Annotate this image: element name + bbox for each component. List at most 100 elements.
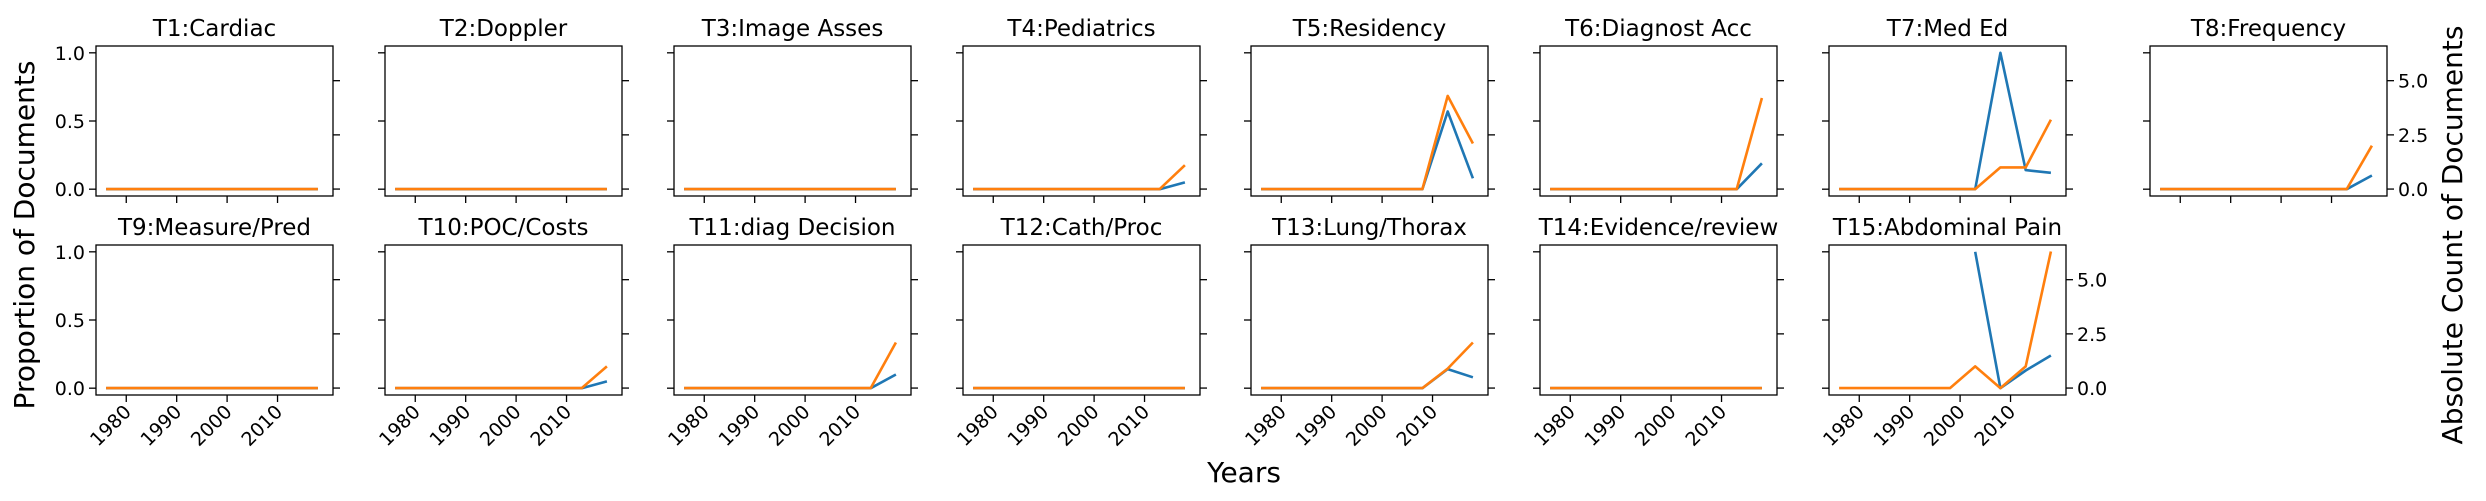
x-tick-label: 1990 bbox=[714, 401, 764, 451]
y-tick-label-left: 0.5 bbox=[55, 111, 85, 133]
count-series-line bbox=[395, 365, 608, 390]
y-tick-label-left: 0.0 bbox=[55, 378, 85, 400]
y-tick-label-right: 2.5 bbox=[2398, 125, 2428, 147]
subplot-title: T12:Cath/Proc bbox=[1000, 215, 1163, 241]
x-tick-label: 1980 bbox=[953, 401, 1003, 451]
x-tick-label: 1990 bbox=[1580, 401, 1630, 451]
subplot-title: T2:Doppler bbox=[439, 16, 568, 42]
subplot-grid: T1:Cardiac 0.0 0.5 1.0 T2:Doppler T3:Image As… bbox=[55, 16, 2428, 451]
subplot-title: T5:Residency bbox=[1292, 16, 1447, 42]
x-tick-label: 1980 bbox=[1819, 401, 1869, 451]
subplot-title: T7:Med Ed bbox=[1886, 16, 2008, 42]
y-tick-label-left: 1.0 bbox=[55, 242, 85, 264]
proportion-series-line bbox=[1550, 162, 1763, 191]
y-tick-label-right: 2.5 bbox=[2077, 324, 2107, 346]
x-tick-label: 1980 bbox=[375, 401, 425, 451]
proportion-series-line bbox=[1839, 51, 2052, 191]
count-series-line bbox=[1550, 97, 1764, 191]
count-series-line bbox=[1839, 251, 2053, 390]
subplot-6: T6:Diagnost Acc bbox=[1533, 16, 1784, 203]
y-tick-label-right: 5.0 bbox=[2398, 71, 2428, 93]
x-tick-label: 2010 bbox=[526, 401, 576, 451]
proportion-series-line bbox=[684, 373, 897, 390]
plot-area bbox=[962, 244, 1201, 396]
x-tick-label: 2000 bbox=[1920, 401, 1970, 451]
plot-area bbox=[2149, 45, 2388, 197]
plot-area bbox=[1539, 45, 1778, 197]
x-tick-label: 2000 bbox=[765, 401, 815, 451]
plot-area bbox=[1539, 244, 1778, 396]
x-tick-label: 2000 bbox=[1342, 401, 1392, 451]
x-tick-label: 2010 bbox=[815, 401, 865, 451]
x-tick-label: 1980 bbox=[86, 401, 136, 451]
subplot-title: T13:Lung/Thorax bbox=[1271, 215, 1467, 241]
plot-area bbox=[384, 45, 623, 197]
plot-area bbox=[95, 45, 334, 197]
plot-area bbox=[673, 244, 912, 396]
x-tick-label: 1980 bbox=[664, 401, 714, 451]
x-tick-label: 2010 bbox=[1392, 401, 1442, 451]
subplot-5: T5:Residency bbox=[1244, 16, 1495, 203]
subplot-9: T9:Measure/Pred 0.0 0.5 1.0 1980 1990 2000 2010 bbox=[55, 215, 340, 451]
y-tick-label-right: 5.0 bbox=[2077, 270, 2107, 292]
subplot-4: T4:Pediatrics bbox=[956, 16, 1207, 203]
count-series-line bbox=[2160, 145, 2374, 191]
subplot-title: T3:Image Asses bbox=[701, 16, 884, 42]
subplot-11: T11:diag Decision 1980 1990 2000 2010 bbox=[664, 215, 918, 451]
x-tick-label: 1980 bbox=[1241, 401, 1291, 451]
x-tick-label: 2010 bbox=[1104, 401, 1154, 451]
plot-area bbox=[962, 45, 1201, 197]
y-tick-label-left: 0.0 bbox=[55, 179, 85, 201]
proportion-series-line bbox=[2160, 174, 2373, 191]
count-series-line bbox=[1261, 94, 1475, 191]
plot-area bbox=[1250, 45, 1489, 197]
x-tick-label: 1990 bbox=[425, 401, 475, 451]
subplot-title: T8:Frequency bbox=[2190, 16, 2346, 42]
subplot-7: T7:Med Ed bbox=[1822, 16, 2073, 203]
plot-area bbox=[673, 45, 912, 197]
x-tick-label: 2000 bbox=[476, 401, 526, 451]
subplot-13: T13:Lung/Thorax 1980 1990 2000 2010 bbox=[1241, 215, 1495, 451]
x-tick-label: 1990 bbox=[1291, 401, 1341, 451]
subplot-10: T10:POC/Costs 1980 1990 2000 2010 bbox=[375, 215, 629, 451]
x-tick-label: 2010 bbox=[237, 401, 287, 451]
subplot-title: T1:Cardiac bbox=[152, 16, 276, 42]
x-tick-label: 2010 bbox=[1681, 401, 1731, 451]
subplot-title: T15:Abdominal Pain bbox=[1832, 215, 2062, 241]
subplot-title: T10:POC/Costs bbox=[418, 215, 589, 241]
count-series-line bbox=[1261, 341, 1474, 390]
y-axis-title-right: Absolute Count of Documents bbox=[2436, 26, 2469, 445]
y-tick-label-left: 1.0 bbox=[55, 43, 85, 65]
x-tick-label: 1980 bbox=[1530, 401, 1580, 451]
subplot-15: T15:Abdominal Pain 0.0 2.5 5.0 1980 1990 2000 2… bbox=[1819, 215, 2107, 451]
y-tick-label-right: 0.0 bbox=[2398, 179, 2428, 201]
subplot-14: T14:Evidence/review 1980 1990 2000 2010 bbox=[1530, 215, 1784, 451]
x-tick-label: 2000 bbox=[187, 401, 237, 451]
x-axis-title: Years bbox=[1206, 456, 1281, 489]
subplot-title: T6:Diagnost Acc bbox=[1564, 16, 1752, 42]
proportion-series-line bbox=[1973, 251, 2052, 390]
proportion-series-line bbox=[1261, 367, 1474, 390]
plot-area bbox=[384, 244, 623, 396]
subplot-title: T9:Measure/Pred bbox=[117, 215, 311, 241]
subplot-8: T8:Frequency 0.0 2.5 5.0 bbox=[2143, 16, 2428, 203]
count-series-line bbox=[684, 341, 898, 390]
subplot-title: T4:Pediatrics bbox=[1006, 16, 1155, 42]
plot-area bbox=[1250, 244, 1489, 396]
x-tick-label: 1990 bbox=[1003, 401, 1053, 451]
subplot-title: T14:Evidence/review bbox=[1538, 215, 1779, 241]
plot-area bbox=[1828, 45, 2067, 197]
x-tick-label: 2010 bbox=[1970, 401, 2020, 451]
subplot-3: T3:Image Asses bbox=[667, 16, 918, 203]
y-tick-label-right: 0.0 bbox=[2077, 378, 2107, 400]
subplot-2: T2:Doppler bbox=[378, 16, 629, 203]
subplot-title: T11:diag Decision bbox=[689, 215, 896, 241]
count-series-line bbox=[973, 164, 1186, 191]
subplot-1: T1:Cardiac 0.0 0.5 1.0 bbox=[55, 16, 340, 203]
y-tick-label-left: 0.5 bbox=[55, 310, 85, 332]
count-series-line bbox=[1839, 119, 2053, 191]
x-tick-label: 1990 bbox=[136, 401, 186, 451]
plot-area bbox=[1828, 244, 2067, 396]
x-tick-label: 2000 bbox=[1631, 401, 1681, 451]
